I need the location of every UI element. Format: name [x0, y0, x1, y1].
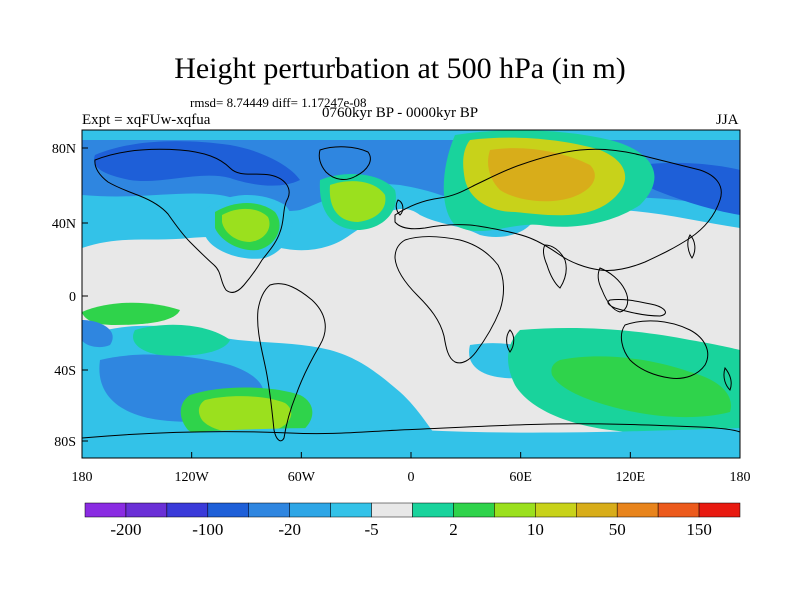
field-green-tropical-pacific [82, 302, 180, 325]
coast-indonesia [607, 299, 666, 317]
coast-eurasia [394, 148, 722, 271]
coast-new-zealand [723, 366, 732, 391]
colorbar-swatch [248, 502, 290, 518]
lat-tick-label: 40S [54, 364, 76, 379]
perturbation-fields [82, 130, 740, 458]
coast-southeast-asia [597, 267, 629, 313]
field-yellow-green-south-america [198, 396, 292, 434]
coast-antarctica [81, 423, 741, 439]
colorbar-swatch [576, 502, 618, 518]
axis-ticks: 80N 40N 0 40S 80S 180 120W 60W 0 60E 120E 180 [52, 142, 751, 485]
coastlines [81, 146, 741, 442]
colorbar-label: -20 [278, 520, 301, 539]
colorbar-label: -200 [110, 520, 141, 539]
colorbar-swatch [330, 502, 372, 518]
period-label: 0760kyr BP - 0000kyr BP [322, 105, 479, 121]
colorbar-swatch [698, 502, 741, 518]
plot-title: Height perturbation at 500 hPa (in m) [174, 52, 626, 85]
lon-tick-label: 120W [175, 470, 210, 485]
colorbar-swatch [289, 502, 331, 518]
coast-british-isles [395, 199, 404, 216]
coast-australia [620, 320, 709, 379]
coast-japan [687, 234, 696, 259]
lat-tick-label: 0 [69, 290, 76, 305]
coast-madagascar [506, 329, 515, 353]
lon-tick-label: 0 [408, 470, 415, 485]
field-green-south-indian [551, 356, 731, 418]
colorbar-label: 50 [609, 520, 626, 539]
colorbar-label: 2 [449, 520, 458, 539]
colorbar-label: 150 [686, 520, 712, 539]
lat-tick-label: 80S [54, 435, 76, 450]
season-label: JJA [716, 112, 739, 128]
lon-tick-label: 60E [509, 470, 532, 485]
field-orange-eurasia [488, 148, 595, 202]
field-teal-south-pacific [132, 324, 230, 356]
field-yellow-green-namerica [222, 208, 270, 242]
lon-tick-label: 60W [288, 470, 316, 485]
colorbar-swatch [166, 502, 209, 518]
colorbar-swatch [657, 502, 700, 518]
colorbar: -200 -100 -20 -5 2 10 50 150 [84, 502, 741, 539]
colorbar-label: -100 [192, 520, 223, 539]
colorbar-swatch [535, 502, 577, 518]
coast-india [543, 244, 567, 289]
colorbar-swatch [616, 502, 659, 518]
colorbar-label: 10 [527, 520, 544, 539]
colorbar-swatch [453, 502, 495, 518]
experiment-label: Expt = xqFUw-xqfua [82, 112, 211, 128]
field-yellow-green-atlantic [329, 181, 386, 222]
colorbar-label: -5 [364, 520, 378, 539]
lat-tick-label: 40N [52, 217, 76, 232]
stats-line: rmsd= 8.74449 diff= 1.17247e-08 [190, 95, 367, 110]
lon-tick-label: 180 [730, 470, 751, 485]
field-light-blue-antarctic [82, 428, 740, 458]
field-dark-blue-asia [635, 162, 740, 215]
coast-south-america [257, 283, 326, 442]
colorbar-swatch [494, 502, 536, 518]
field-mid-blue-tropical-pacific [82, 320, 113, 348]
colorbar-swatch [207, 502, 249, 518]
map-panel [81, 129, 741, 459]
colorbar-swatch [84, 502, 127, 518]
lon-tick-label: 120E [616, 470, 646, 485]
colorbar-swatch [412, 502, 454, 518]
coast-africa [394, 236, 504, 364]
coast-greenland [318, 146, 371, 180]
colorbar-swatch [371, 502, 413, 518]
lon-tick-label: 180 [72, 470, 93, 485]
coast-north-america [94, 148, 290, 293]
lat-tick-label: 80N [52, 142, 76, 157]
colorbar-swatch [125, 502, 168, 518]
